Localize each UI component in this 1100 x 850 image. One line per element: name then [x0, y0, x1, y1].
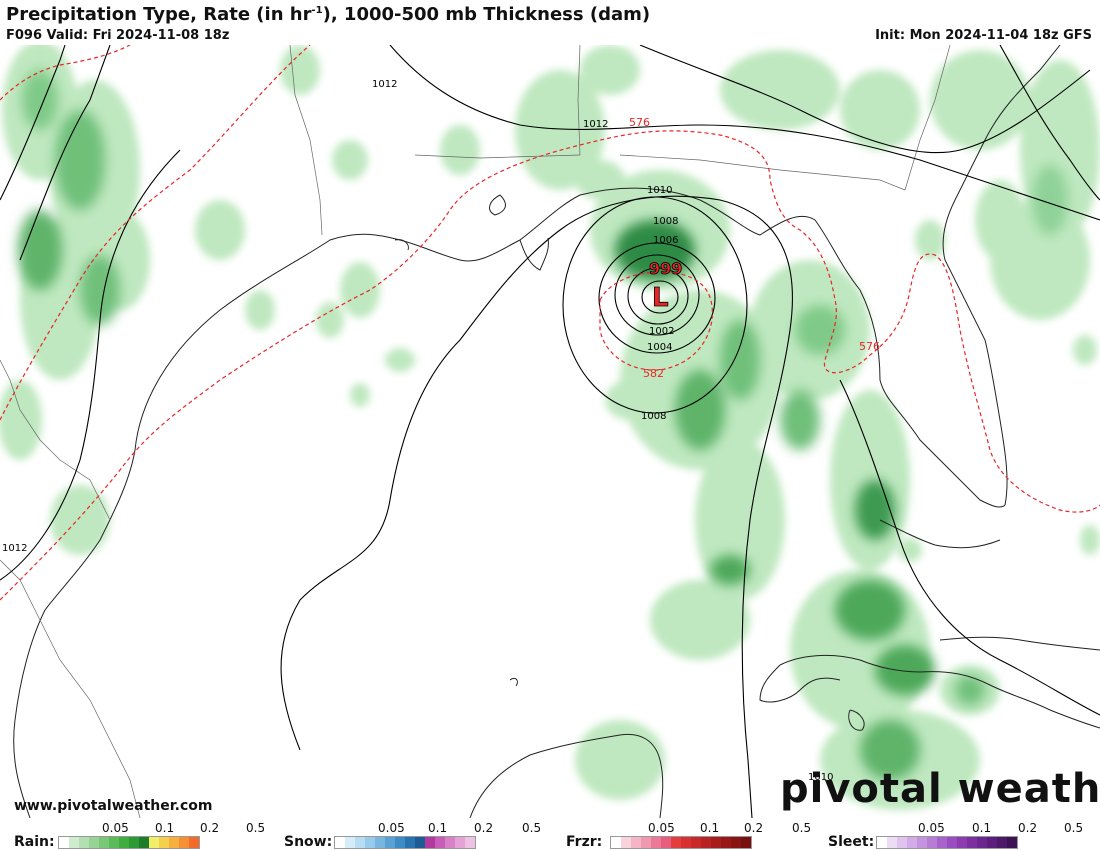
- isobar-label: 1012: [583, 119, 608, 130]
- thickness-label: 576: [859, 340, 880, 353]
- thickness-contours: [0, 45, 1100, 601]
- isobar-label: 1008: [653, 216, 678, 227]
- isobar-label: 1002: [649, 326, 674, 337]
- political-borders: [0, 45, 951, 818]
- isobar-label: 1012: [2, 543, 27, 554]
- legend-swatch: [119, 837, 129, 848]
- legend-swatch: [611, 837, 621, 848]
- legend-snow-swatches: [334, 836, 476, 849]
- legend-swatch: [897, 837, 907, 848]
- thickness-label: 582: [643, 367, 664, 380]
- legend-swatch: [907, 837, 917, 848]
- legend-swatch: [79, 837, 89, 848]
- legend-sleet-label: Sleet:: [828, 834, 875, 850]
- legend-swatch: [425, 837, 435, 848]
- legend-swatch: [445, 837, 455, 848]
- precip-legend: Rain: 0.05 0.1 0.2 0.5 Snow: 0.05 0.1 0.…: [0, 818, 1100, 850]
- legend-swatch: [651, 837, 661, 848]
- legend-swatch: [149, 837, 159, 848]
- isobar-labels: 1012 1012 1010 1008 1006 1002 1004 1008 …: [2, 79, 833, 783]
- legend-sleet-swatches: [876, 836, 1018, 849]
- isobars: [0, 45, 1100, 818]
- pivotal-weather-logo: pivotal weather: [780, 766, 1100, 812]
- legend-swatch: [967, 837, 977, 848]
- low-symbol: L: [652, 283, 669, 313]
- legend-swatch: [99, 837, 109, 848]
- legend-swatch: [415, 837, 425, 848]
- legend-swatch: [661, 837, 671, 848]
- legend-swatch: [375, 837, 385, 848]
- legend-swatch: [927, 837, 937, 848]
- legend-snow-label: Snow:: [284, 834, 333, 850]
- map-title: Precipitation Type, Rate (in hr-1), 1000…: [6, 4, 651, 25]
- legend-swatch: [189, 837, 199, 848]
- legend-frzr-label: Frzr:: [566, 834, 603, 850]
- init-time: Init: Mon 2024-11-04 18z GFS: [875, 28, 1092, 43]
- low-pressure-center: 999 L: [649, 259, 683, 314]
- legend-swatch: [59, 837, 69, 848]
- legend-swatch: [129, 837, 139, 848]
- legend-swatch: [159, 837, 169, 848]
- legend-swatch: [335, 837, 345, 848]
- isobar-label: 1004: [647, 342, 672, 353]
- legend-swatch: [69, 837, 79, 848]
- legend-swatch: [435, 837, 445, 848]
- legend-swatch: [877, 837, 887, 848]
- legend-swatch: [741, 837, 751, 848]
- legend-rain-label: Rain:: [14, 834, 55, 850]
- isobar-label: 1010: [647, 185, 672, 196]
- legend-swatch: [997, 837, 1007, 848]
- legend-swatch: [1007, 837, 1017, 848]
- legend-swatch: [887, 837, 897, 848]
- isobar-label: 1010: [808, 772, 833, 783]
- legend-swatch: [395, 837, 405, 848]
- thickness-labels: 576 576 582: [629, 116, 880, 380]
- legend-swatch: [169, 837, 179, 848]
- legend-swatch: [731, 837, 741, 848]
- legend-swatch: [621, 837, 631, 848]
- legend-swatch: [139, 837, 149, 848]
- site-url[interactable]: www.pivotalweather.com: [14, 798, 213, 814]
- coastlines: [13, 45, 1100, 818]
- rain-light-areas: [0, 45, 1100, 810]
- isobar-label: 1008: [641, 411, 666, 422]
- legend-swatch: [109, 837, 119, 848]
- legend-swatch: [681, 837, 691, 848]
- legend-swatch: [947, 837, 957, 848]
- legend-swatch: [711, 837, 721, 848]
- rain-heavy-areas: [18, 70, 1068, 780]
- legend-swatch: [355, 837, 365, 848]
- legend-frzr-swatches: [610, 836, 752, 849]
- low-pressure-value: 999: [649, 259, 682, 278]
- isobar-label: 1012: [372, 79, 397, 90]
- legend-swatch: [987, 837, 997, 848]
- legend-swatch: [671, 837, 681, 848]
- legend-swatch: [179, 837, 189, 848]
- weather-map: 1012 1012 1010 1008 1006 1002 1004 1008 …: [0, 45, 1100, 818]
- valid-time: F096 Valid: Fri 2024-11-08 18z: [6, 28, 230, 43]
- legend-swatch: [641, 837, 651, 848]
- legend-swatch: [405, 837, 415, 848]
- legend-swatch: [937, 837, 947, 848]
- legend-swatch: [631, 837, 641, 848]
- thickness-label: 576: [629, 116, 650, 129]
- legend-swatch: [977, 837, 987, 848]
- legend-swatch: [957, 837, 967, 848]
- legend-swatch: [365, 837, 375, 848]
- legend-swatch: [701, 837, 711, 848]
- legend-swatch: [385, 837, 395, 848]
- legend-swatch: [917, 837, 927, 848]
- isobar-label: 1006: [653, 235, 678, 246]
- legend-swatch: [89, 837, 99, 848]
- legend-swatch: [345, 837, 355, 848]
- legend-swatch: [455, 837, 465, 848]
- legend-swatch: [691, 837, 701, 848]
- legend-rain-swatches: [58, 836, 200, 849]
- legend-swatch: [721, 837, 731, 848]
- legend-swatch: [465, 837, 475, 848]
